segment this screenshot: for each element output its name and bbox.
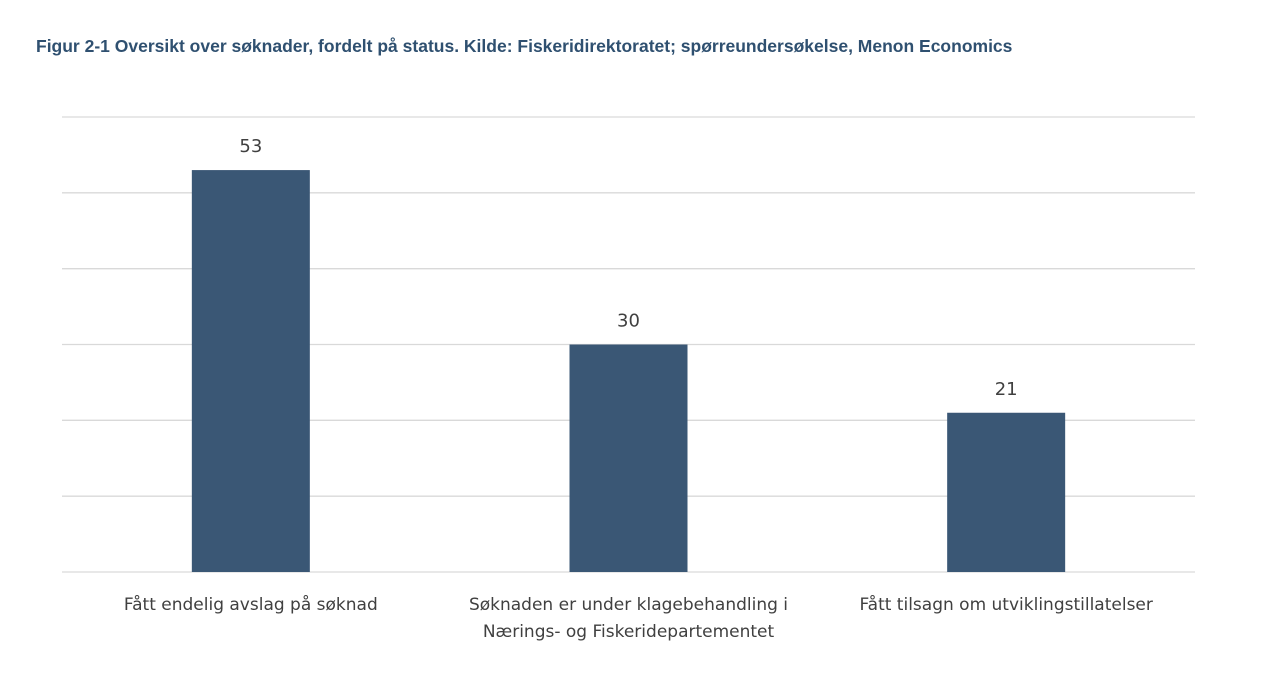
- chart-title: Figur 2-1 Oversikt over søknader, fordel…: [36, 36, 1013, 56]
- x-tick-label: Fått tilsagn om utviklingstillatelser: [859, 594, 1152, 615]
- x-tick-label: Søknaden er under klagebehandling i: [469, 595, 788, 615]
- x-tick-label: Nærings- og Fiskeridepartementet: [483, 622, 775, 642]
- bar: [947, 412, 1066, 572]
- bar: [191, 170, 310, 573]
- data-label: 53: [239, 136, 262, 157]
- bar: [569, 344, 688, 572]
- x-tick-label: Fått endelig avslag på søknad: [124, 594, 378, 615]
- data-label: 30: [617, 311, 640, 332]
- data-label: 21: [995, 379, 1018, 400]
